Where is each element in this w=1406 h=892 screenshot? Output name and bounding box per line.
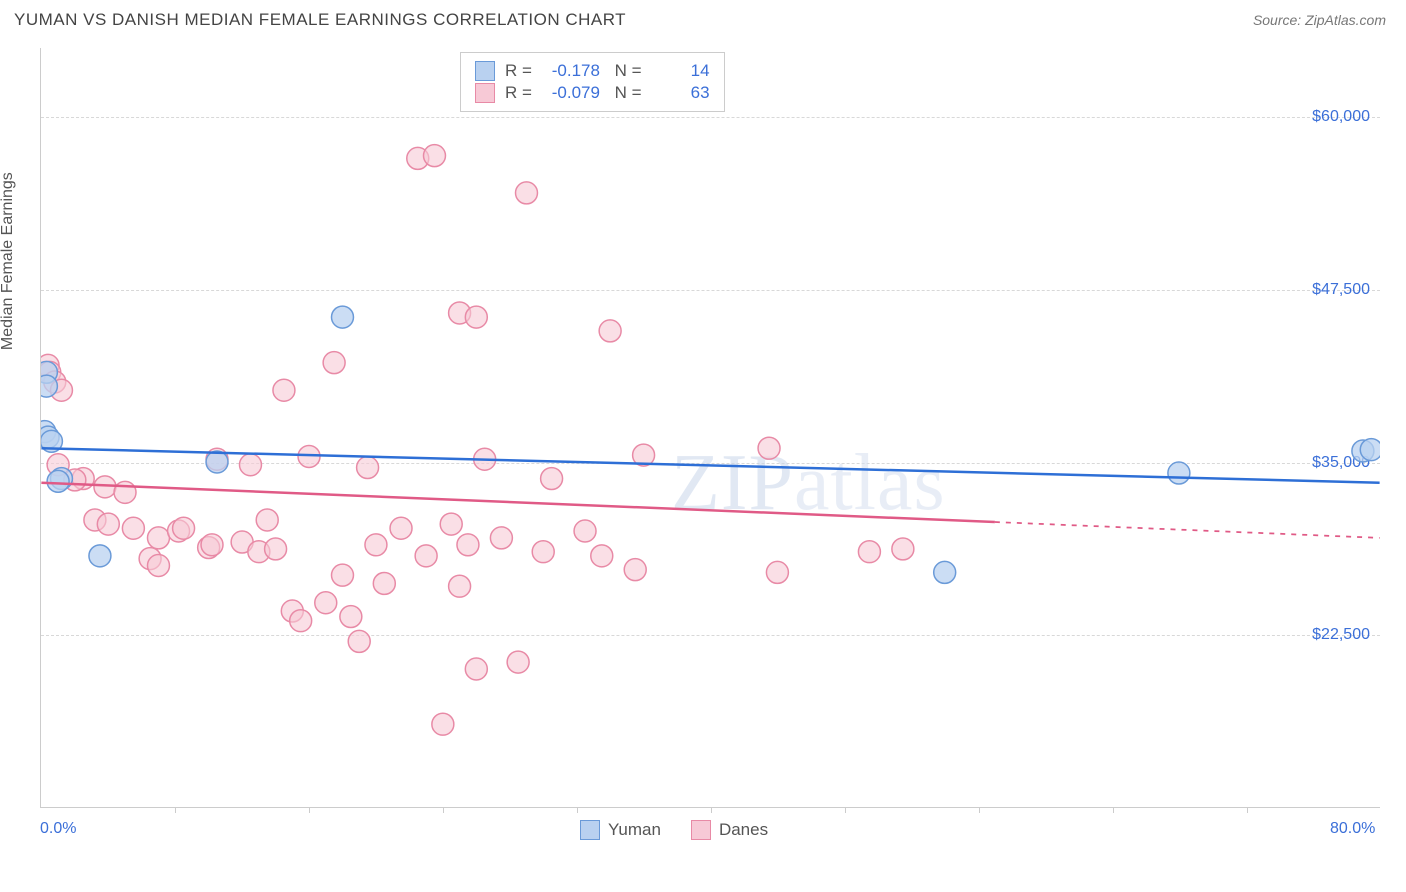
data-point [265,538,287,560]
source-attribution: Source: ZipAtlas.com [1253,12,1386,28]
data-point [424,145,446,167]
trend-line-extrapolated [995,522,1380,538]
data-point [892,538,914,560]
data-point [122,517,144,539]
data-point [1360,439,1380,461]
data-point [766,561,788,583]
data-point [147,555,169,577]
x-axis-min-label: 0.0% [40,820,76,838]
scatter-plot-svg [41,48,1380,807]
data-point [591,545,613,567]
correlation-legend: R =-0.178 N =14 R =-0.079 N =63 [460,52,725,112]
x-axis-max-label: 80.0% [1330,820,1375,838]
data-point [97,513,119,535]
data-point [457,534,479,556]
data-point [331,306,353,328]
data-point [465,658,487,680]
data-point [490,527,512,549]
data-point [858,541,880,563]
y-axis-title: Median Female Earnings [0,172,17,350]
legend-label-danes: Danes [719,820,768,840]
data-point [323,352,345,374]
data-point [290,610,312,632]
chart-title: YUMAN VS DANISH MEDIAN FEMALE EARNINGS C… [14,10,626,30]
data-point [206,451,228,473]
data-point [315,592,337,614]
data-point [357,457,379,479]
data-point [365,534,387,556]
data-point [47,470,69,492]
data-point [415,545,437,567]
legend-row-danes: R =-0.079 N =63 [475,83,710,103]
data-point [465,306,487,328]
data-point [331,564,353,586]
data-point [348,630,370,652]
legend-item-danes: Danes [691,820,768,840]
data-point [147,527,169,549]
trend-line [41,483,994,522]
swatch-danes [475,83,495,103]
data-point [532,541,554,563]
data-point [340,606,362,628]
legend-row-yuman: R =-0.178 N =14 [475,61,710,81]
data-point [1168,462,1190,484]
swatch-danes-icon [691,820,711,840]
data-point [507,651,529,673]
legend-item-yuman: Yuman [580,820,661,840]
data-point [390,517,412,539]
data-point [624,559,646,581]
data-point [449,575,471,597]
data-point [934,561,956,583]
r-value-danes: -0.079 [542,83,600,103]
data-point [173,517,195,539]
chart-plot-area: ZIPatlas $60,000$47,500$35,000$22,500 [40,48,1380,808]
n-value-danes: 63 [652,83,710,103]
data-point [273,379,295,401]
n-value-yuman: 14 [652,61,710,81]
data-point [541,468,563,490]
data-point [373,572,395,594]
data-point [758,437,780,459]
data-point [239,454,261,476]
data-point [516,182,538,204]
data-point [256,509,278,531]
legend-label-yuman: Yuman [608,820,661,840]
r-value-yuman: -0.178 [542,61,600,81]
data-point [41,375,57,397]
data-point [89,545,111,567]
data-point [599,320,621,342]
series-legend: Yuman Danes [580,820,768,840]
swatch-yuman [475,61,495,81]
data-point [432,713,454,735]
data-point [440,513,462,535]
swatch-yuman-icon [580,820,600,840]
data-point [201,534,223,556]
data-point [574,520,596,542]
